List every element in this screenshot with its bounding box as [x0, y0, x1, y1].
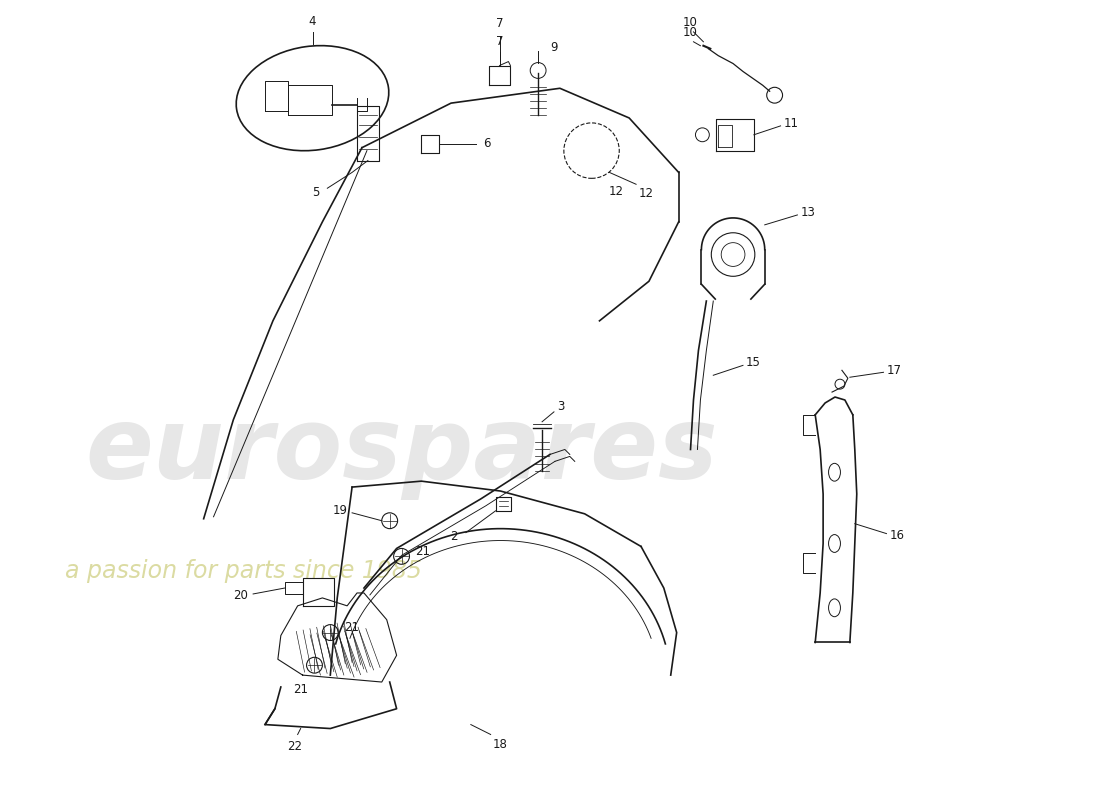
Text: 20: 20 [233, 590, 249, 602]
Text: 21: 21 [293, 683, 308, 696]
Text: 12: 12 [639, 187, 654, 200]
Text: a passion for parts since 1985: a passion for parts since 1985 [65, 559, 422, 583]
Text: 21: 21 [344, 621, 360, 634]
Text: 4: 4 [309, 15, 317, 28]
Text: 18: 18 [493, 738, 508, 751]
Text: 5: 5 [312, 186, 319, 198]
Text: 10: 10 [683, 26, 698, 39]
Text: 12: 12 [608, 186, 624, 198]
Text: 13: 13 [801, 206, 815, 219]
Text: 17: 17 [887, 364, 902, 377]
Text: 6: 6 [483, 137, 491, 150]
Text: eurospares: eurospares [85, 403, 717, 500]
Text: 9: 9 [550, 42, 558, 54]
Text: 16: 16 [890, 529, 904, 542]
Text: 22: 22 [287, 741, 303, 754]
Text: 7: 7 [496, 17, 504, 30]
Text: 15: 15 [746, 356, 761, 369]
Text: 19: 19 [333, 504, 348, 518]
Text: 7: 7 [496, 34, 504, 48]
Text: 21: 21 [416, 545, 430, 558]
Text: 2: 2 [451, 530, 458, 543]
Text: 11: 11 [783, 118, 799, 130]
Text: 10: 10 [683, 16, 698, 29]
Text: 3: 3 [557, 401, 564, 414]
